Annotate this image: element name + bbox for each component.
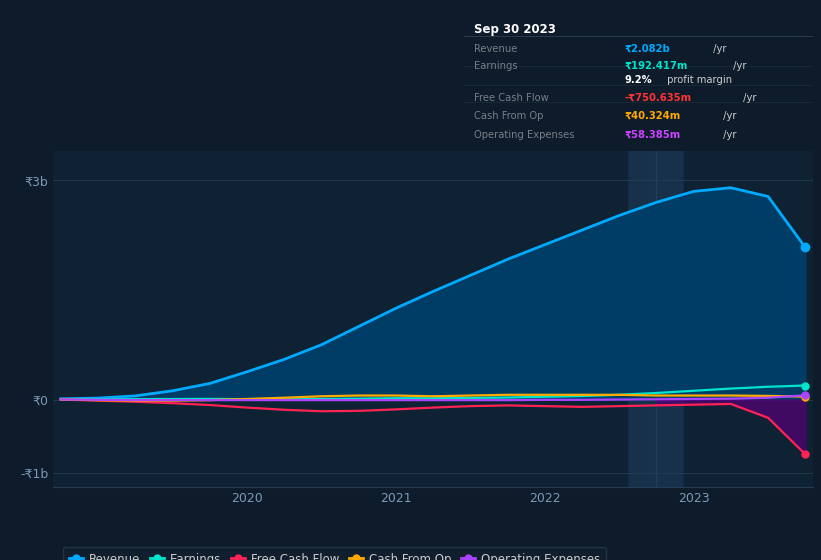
Text: -₹750.635m: -₹750.635m xyxy=(624,93,691,103)
Text: profit margin: profit margin xyxy=(664,74,732,85)
Text: /yr: /yr xyxy=(740,93,756,103)
Text: ₹40.324m: ₹40.324m xyxy=(624,110,681,120)
Text: Earnings: Earnings xyxy=(475,60,518,71)
Text: /yr: /yr xyxy=(710,44,727,54)
Text: ₹192.417m: ₹192.417m xyxy=(624,60,688,71)
Text: Free Cash Flow: Free Cash Flow xyxy=(475,93,549,103)
Text: /yr: /yr xyxy=(720,130,736,139)
Legend: Revenue, Earnings, Free Cash Flow, Cash From Op, Operating Expenses: Revenue, Earnings, Free Cash Flow, Cash … xyxy=(63,547,606,560)
Text: ₹2.082b: ₹2.082b xyxy=(624,44,670,54)
Text: 9.2%: 9.2% xyxy=(624,74,652,85)
Text: Revenue: Revenue xyxy=(475,44,518,54)
Text: /yr: /yr xyxy=(730,60,746,71)
Text: /yr: /yr xyxy=(720,110,736,120)
Text: ₹58.385m: ₹58.385m xyxy=(624,130,681,139)
Text: Operating Expenses: Operating Expenses xyxy=(475,130,575,139)
Text: Cash From Op: Cash From Op xyxy=(475,110,544,120)
Text: Sep 30 2023: Sep 30 2023 xyxy=(475,23,556,36)
